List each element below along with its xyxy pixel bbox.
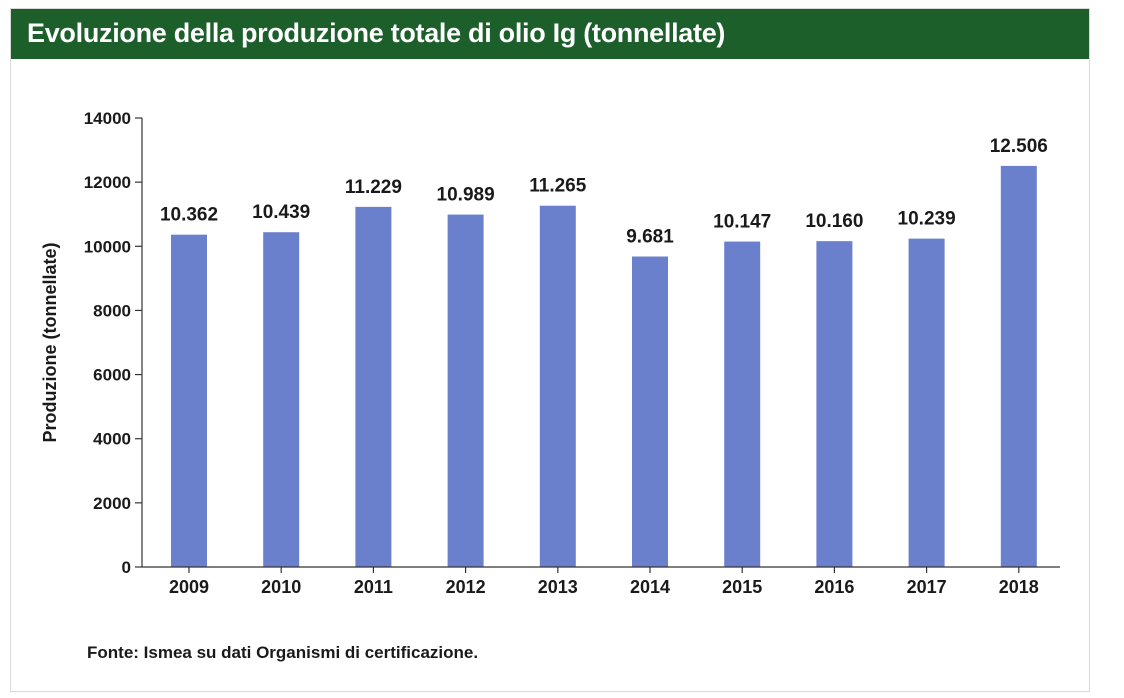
data-label: 9.681 (626, 227, 674, 248)
y-tick-label: 4000 (93, 430, 131, 449)
data-label: 10.989 (437, 185, 495, 206)
y-tick-label: 14000 (84, 109, 131, 128)
y-tick-label: 0 (122, 558, 131, 577)
chart-title: Evoluzione della produzione totale di ol… (27, 18, 726, 48)
bar-2009 (171, 234, 207, 568)
bar-2011 (355, 206, 392, 567)
data-label: 10.147 (713, 212, 771, 233)
bar-2015 (724, 241, 761, 567)
title-bar: Evoluzione della produzione totale di ol… (11, 9, 1089, 59)
x-tick-label: 2011 (354, 577, 393, 597)
data-label: 10.239 (898, 209, 956, 230)
x-tick-label: 2013 (538, 577, 578, 597)
bar-2016 (816, 241, 853, 567)
x-tick-label: 2009 (169, 577, 209, 597)
bars (171, 165, 1037, 568)
data-labels: 10.362 10.439 11.229 10.989 11.265 9.681 10.14… (160, 136, 1048, 248)
data-label: 11.229 (345, 177, 402, 198)
data-label: 10.439 (252, 202, 310, 223)
bar-2018 (1000, 165, 1037, 567)
x-tick-label: 2010 (261, 577, 301, 597)
y-tick-label: 12000 (84, 173, 131, 192)
source-note: Fonte: Ismea su dati Organismi di certif… (87, 643, 479, 662)
x-tick-label: 2012 (446, 577, 486, 597)
bar-2017 (908, 238, 945, 567)
y-axis-ticks: 0 2000 4000 6000 8000 10000 12000 14000 (84, 109, 142, 577)
bar-2013 (539, 205, 576, 567)
data-label: 11.265 (529, 176, 586, 197)
x-tick-label: 2014 (630, 577, 670, 597)
x-tick-label: 2018 (999, 577, 1039, 597)
bar-2014 (632, 256, 668, 567)
x-tick-label: 2017 (907, 577, 947, 597)
y-tick-label: 2000 (93, 494, 131, 513)
y-tick-label: 10000 (84, 237, 131, 256)
data-label: 10.362 (160, 205, 218, 226)
x-tick-label: 2016 (814, 577, 854, 597)
data-label: 10.160 (805, 211, 863, 232)
x-axis-ticks: 2009 2010 2011 2012 2013 2014 2015 2016 2017 2018 (169, 567, 1039, 597)
x-tick-label: 2015 (722, 577, 762, 597)
data-label: 12.506 (990, 136, 1048, 157)
y-axis-label: Produzione (tonnellate) (40, 242, 60, 442)
y-tick-label: 6000 (93, 366, 131, 385)
y-tick-label: 8000 (93, 301, 131, 320)
bar-2012 (447, 214, 484, 567)
bar-2010 (263, 232, 300, 567)
